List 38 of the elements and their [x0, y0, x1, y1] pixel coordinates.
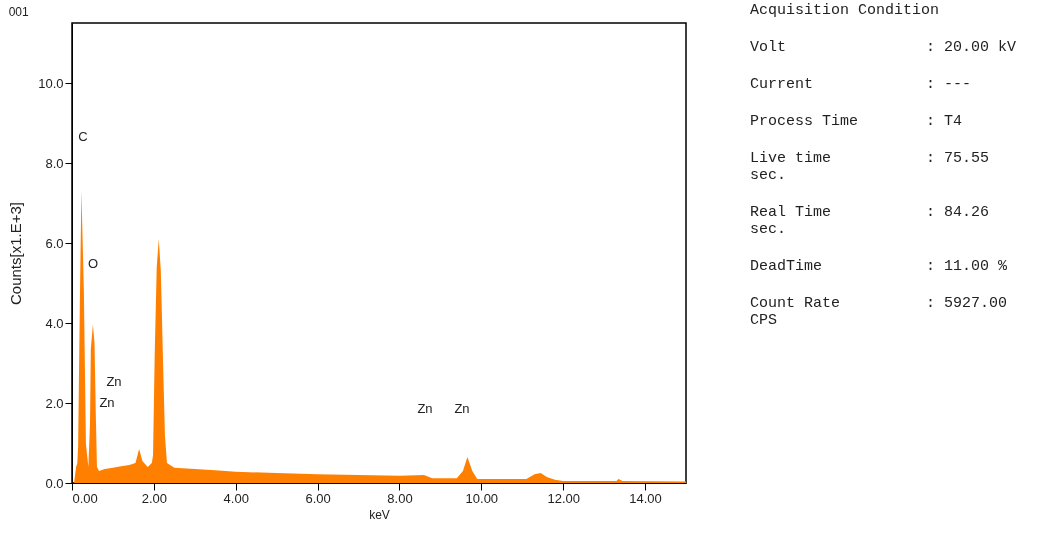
- y-tick-label: 6.0: [45, 235, 64, 251]
- x-tick-label: 0.00: [72, 490, 98, 506]
- x-axis-title: keV: [369, 507, 390, 522]
- x-tick-label: 12.00: [547, 490, 580, 506]
- x-tick-label: 10.00: [465, 490, 499, 506]
- annotation: C: [78, 129, 88, 144]
- x-tick-label: 4.00: [223, 490, 249, 506]
- text: : 5927.00: [926, 295, 1008, 314]
- y-tick-label: 4.0: [45, 315, 64, 331]
- text: : 20.00 kV: [926, 39, 1017, 56]
- text: : ---: [926, 76, 972, 93]
- annotation: Zn: [99, 395, 115, 410]
- y-tick-label: 0.0: [45, 475, 64, 491]
- y-tick-label: 10.0: [38, 75, 64, 91]
- text: Current: [750, 76, 814, 93]
- y-axis-title: Counts[x1.E+3]: [7, 202, 25, 305]
- annotation: O: [87, 256, 99, 271]
- text: : 84.26: [926, 204, 990, 223]
- annotation: Zn: [454, 401, 470, 416]
- y-tick-label: 8.0: [45, 155, 64, 171]
- text: DeadTime: [750, 258, 823, 275]
- text: : 75.55: [926, 150, 990, 169]
- chart-title: 001: [8, 5, 30, 19]
- text: Acquisition Condition: [750, 2, 941, 19]
- x-tick-label: 14.00: [629, 490, 662, 506]
- x-tick-label: 2.00: [141, 490, 168, 506]
- x-tick-label: 8.00: [387, 490, 413, 506]
- annotation: Zn: [106, 374, 122, 389]
- annotation: Zn: [417, 401, 433, 416]
- text: Real Time sec.: [750, 204, 832, 238]
- text: Live time sec.: [750, 150, 832, 184]
- text: : 11.00 %: [926, 258, 1008, 275]
- text: Process Time: [750, 113, 860, 130]
- text: : T4: [926, 113, 963, 130]
- text: Volt: [750, 39, 787, 56]
- x-tick-label: 6.00: [305, 490, 331, 506]
- y-tick-label: 2.0: [45, 395, 64, 411]
- text: Count Rate CPS: [750, 295, 841, 329]
